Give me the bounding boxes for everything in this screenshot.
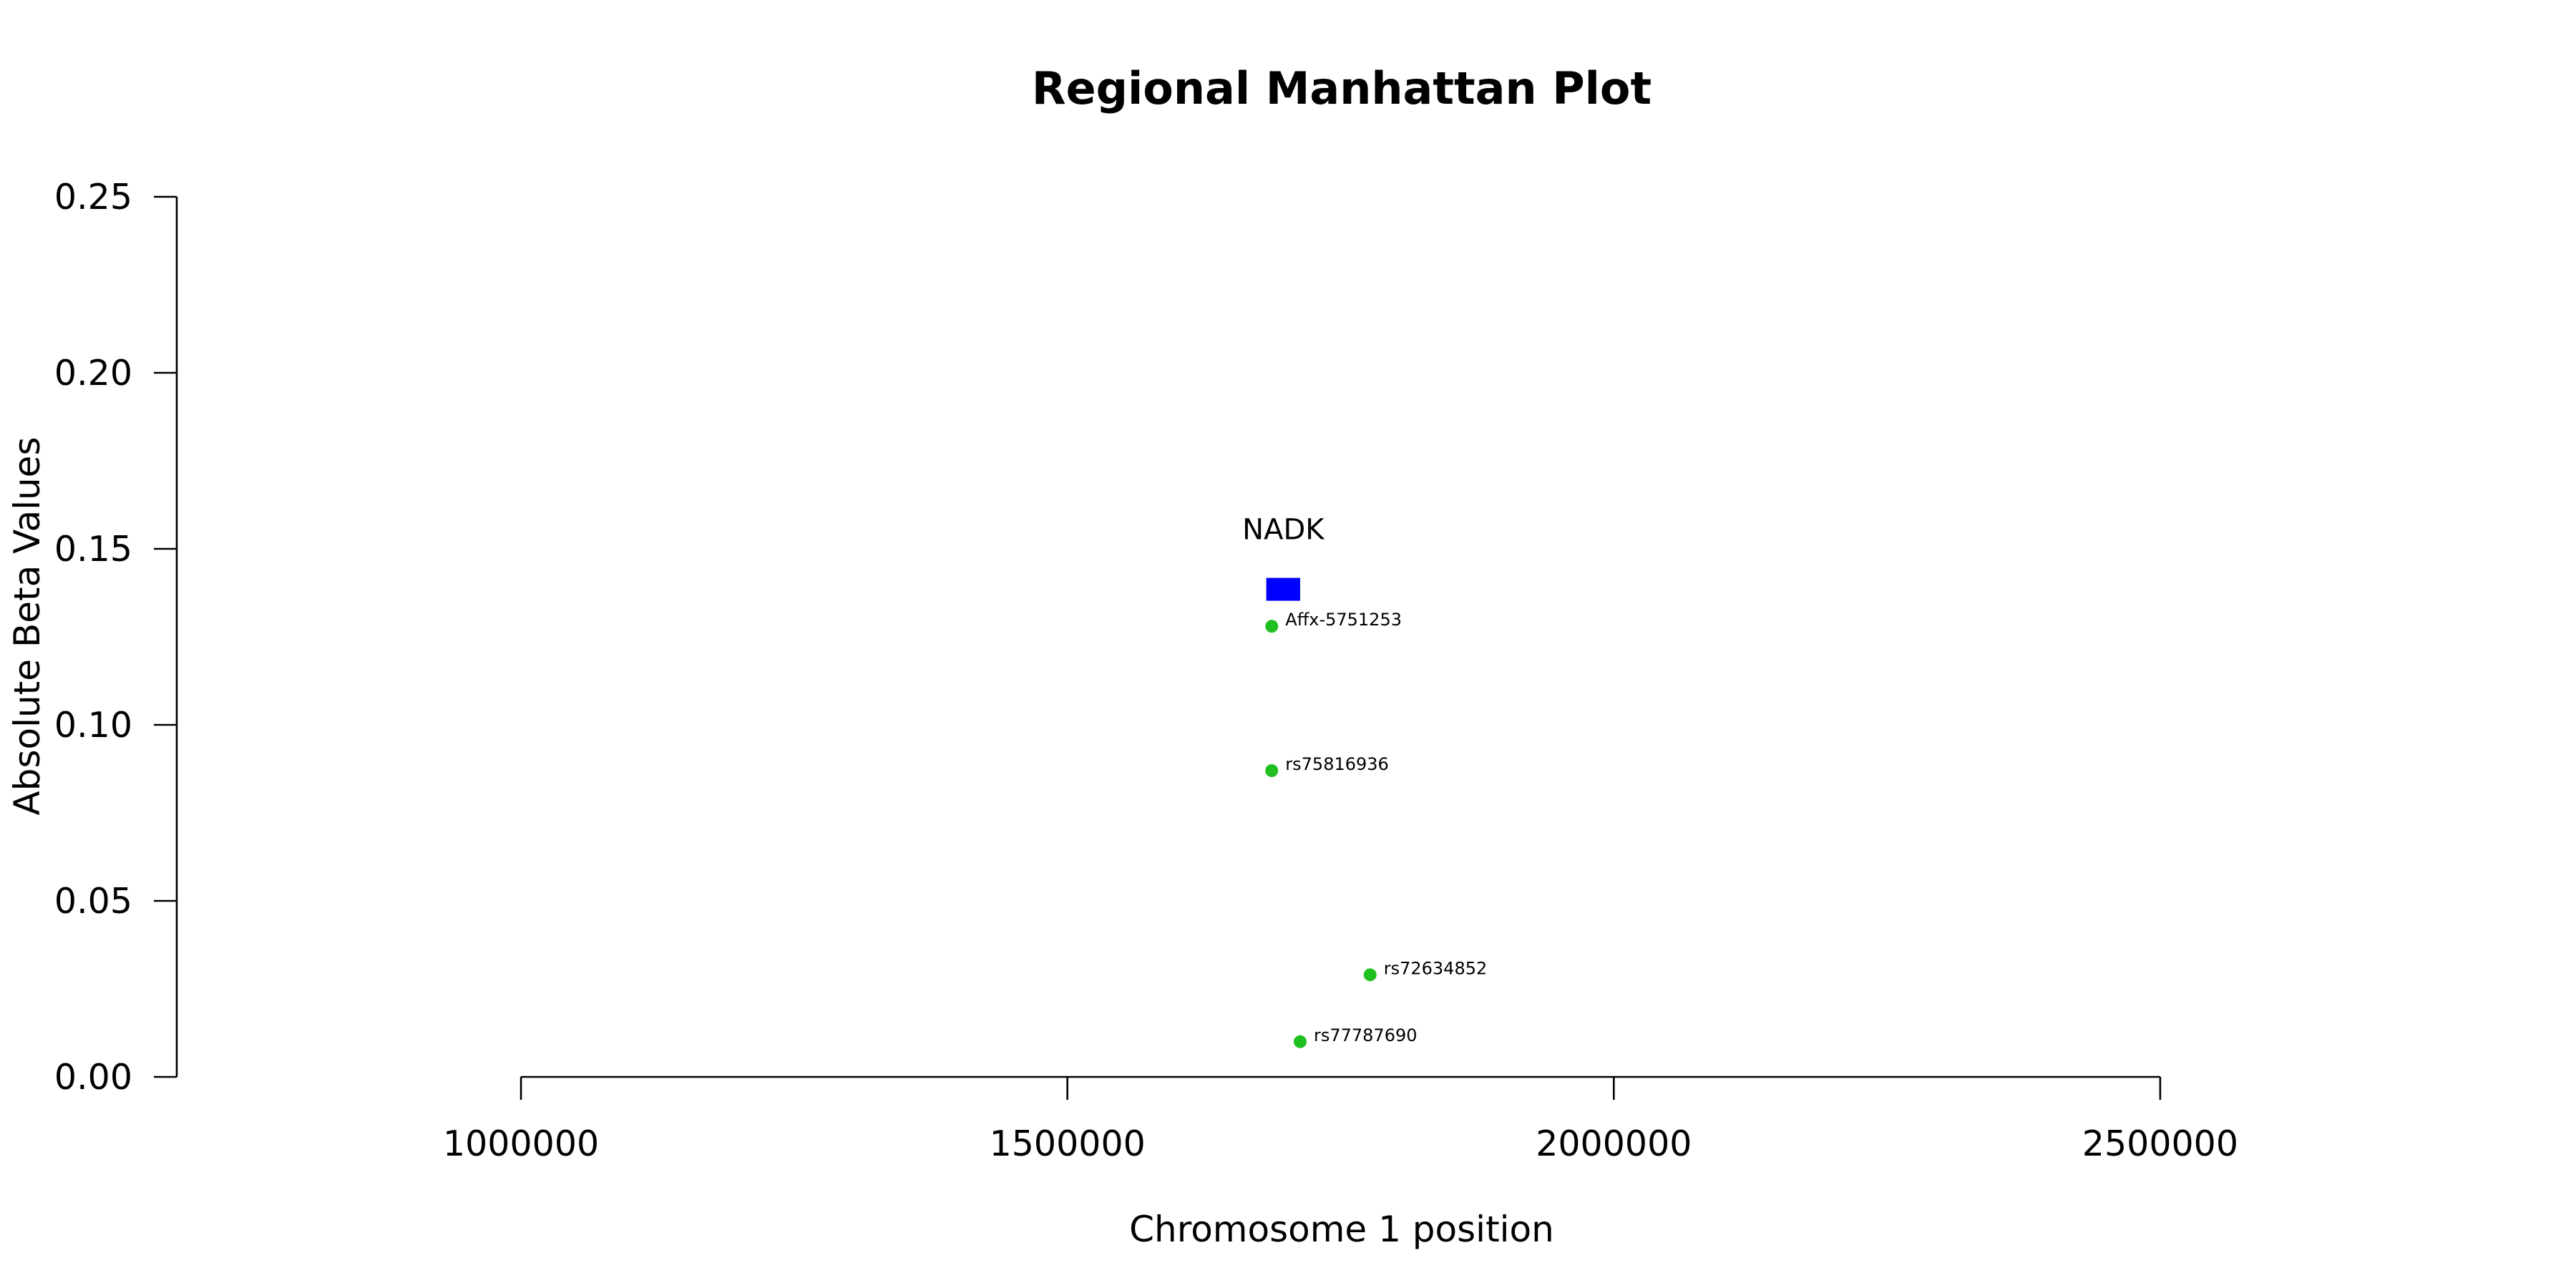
y-tick-label: 0.10 <box>54 705 132 746</box>
y-axis: 0.00 0.05 0.10 0.15 0.20 0.25 <box>54 177 178 1098</box>
snp-point <box>1265 763 1279 777</box>
y-tick-label: 0.20 <box>54 353 132 394</box>
x-tick-label: 1000000 <box>443 1123 599 1164</box>
y-tick-label: 0.15 <box>54 529 132 570</box>
x-axis-label: Chromosome 1 position <box>1129 1209 1554 1250</box>
x-tick-label: 1500000 <box>990 1123 1146 1164</box>
snp-label: rs75816936 <box>1285 754 1389 774</box>
snp-label: rs72634852 <box>1384 958 1488 978</box>
x-tick-label: 2000000 <box>1536 1123 1692 1164</box>
snp-point <box>1265 620 1279 633</box>
y-tick-label: 0.05 <box>54 881 132 922</box>
snp-label: Affx-5751253 <box>1285 610 1402 630</box>
snp-points: Affx-5751253 rs75816936 rs72634852 rs777876… <box>1265 610 1487 1048</box>
y-axis-label: Absolute Beta Values <box>6 437 48 816</box>
y-tick-label: 0.25 <box>54 177 132 218</box>
x-tick-label: 2500000 <box>2082 1123 2238 1164</box>
y-tick-label: 0.00 <box>54 1057 132 1098</box>
snp-point <box>1293 1035 1307 1048</box>
gene-block <box>1266 577 1300 601</box>
snp-point <box>1363 968 1377 982</box>
gene-track: NADK <box>1242 514 1325 601</box>
snp-label: rs77787690 <box>1314 1025 1418 1045</box>
x-axis: 1000000 1500000 2000000 2500000 <box>443 1075 2238 1164</box>
gene-label: NADK <box>1242 514 1325 547</box>
chart-title: Regional Manhattan Plot <box>1032 62 1652 114</box>
